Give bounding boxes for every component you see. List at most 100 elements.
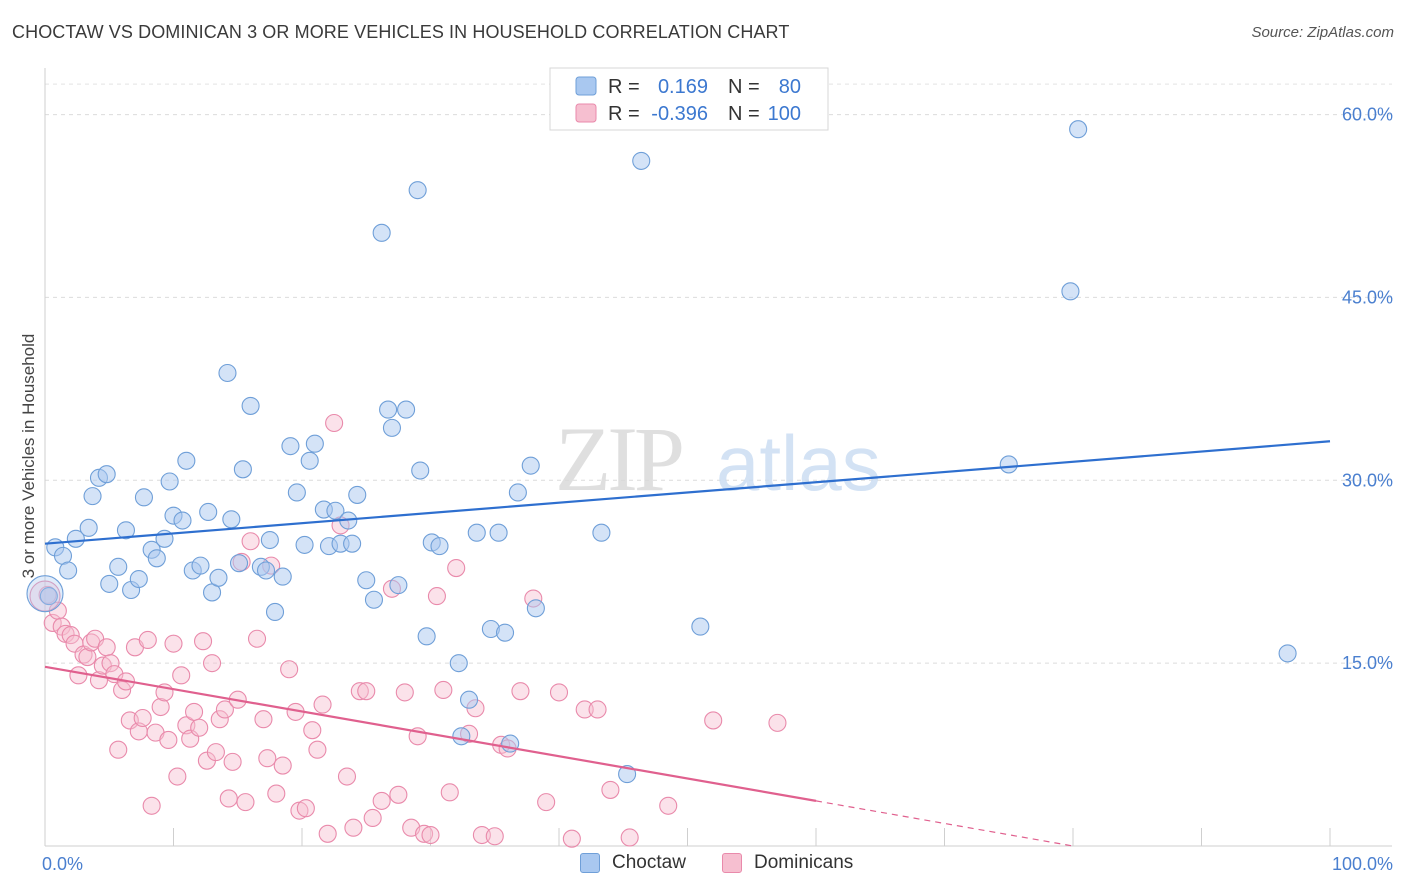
bottom-legend: Choctaw Dominicans xyxy=(0,852,1406,878)
choctaw-point-29 xyxy=(233,460,252,479)
dominicans-point-96 xyxy=(620,828,639,847)
dominicans-point-29 xyxy=(159,730,178,749)
choctaw-point-74 xyxy=(999,455,1018,474)
choctaw-point-54 xyxy=(397,400,416,419)
dominicans-point-47 xyxy=(236,793,255,812)
legend-n-label-2: N = xyxy=(728,103,760,125)
source-label: Source: ZipAtlas.com xyxy=(1251,24,1394,41)
grid xyxy=(45,83,1392,664)
choctaw-point-20 xyxy=(177,451,196,470)
dominicans-point-54 xyxy=(273,756,292,775)
dominicans-point-36 xyxy=(190,718,209,737)
choctaw-point-6 xyxy=(83,487,102,506)
choctaw-point-65 xyxy=(495,623,515,642)
choctaw-point-53 xyxy=(389,576,408,595)
dominicans-point-50 xyxy=(254,710,273,729)
dominicans-point-92 xyxy=(562,829,581,848)
y-tick-labels: 15.0% 30.0% 45.0% 60.0% xyxy=(1342,105,1393,674)
dominicans-point-78 xyxy=(427,587,446,606)
choctaw-point-32 xyxy=(256,561,276,580)
choctaw-point-34 xyxy=(265,602,285,621)
dominicans-point-99 xyxy=(768,713,787,732)
choctaw-point-72 xyxy=(632,151,651,170)
choctaw-point-79 xyxy=(459,690,479,709)
dominicans-point-42 xyxy=(215,700,234,719)
dominicans-point-7 xyxy=(69,666,88,685)
choctaw-swatch xyxy=(580,853,600,873)
dominicans-point-90 xyxy=(537,793,556,812)
choctaw-point-33 xyxy=(260,530,279,550)
dominicans-point-25 xyxy=(142,796,161,815)
dominicans-point-79 xyxy=(434,680,453,700)
watermark-atlas: atlas xyxy=(716,419,881,507)
trend-lines xyxy=(44,440,1331,847)
choctaw-point-9 xyxy=(109,557,128,576)
choctaw-point-5 xyxy=(79,518,98,537)
dominicans-point-80 xyxy=(440,783,459,802)
dominicans-point-30 xyxy=(164,634,183,653)
dominicans-point-97 xyxy=(659,796,678,815)
dominicans-point-60 xyxy=(308,740,327,759)
choctaw-point-59 xyxy=(430,537,449,556)
dominicans-point-84 xyxy=(472,825,491,845)
dominicans-point-70 xyxy=(372,791,391,810)
dominicans-point-76 xyxy=(415,824,434,843)
choctaw-point-0 xyxy=(39,587,58,606)
y-tick-label-2: 45.0% xyxy=(1342,287,1393,307)
choctaw-point-15 xyxy=(147,549,166,568)
choctaw-point-77 xyxy=(1278,644,1297,663)
choctaw-point-35 xyxy=(273,567,292,586)
choctaw-point-67 xyxy=(508,483,527,502)
choctaw-point-73 xyxy=(691,617,710,636)
dominicans-point-81 xyxy=(447,559,466,578)
dominicans-point-66 xyxy=(344,818,363,837)
dominicans-point-77 xyxy=(421,825,440,845)
legend-swatch-choctaw xyxy=(575,76,597,96)
choctaw-point-78 xyxy=(100,574,119,593)
dominicans-point-32 xyxy=(172,666,191,685)
axes xyxy=(44,68,1392,847)
dominicans-point-65 xyxy=(337,767,357,786)
x-tick-label-0: 0.0% xyxy=(42,854,83,874)
dominicans-point-53 xyxy=(267,784,286,803)
choctaw-point-30 xyxy=(241,396,260,415)
legend-r-label-2: R = xyxy=(608,103,640,125)
x-tick-labels: 0.0% 100.0% xyxy=(42,854,1393,874)
y-tick-label-3: 60.0% xyxy=(1342,105,1393,125)
choctaw-point-49 xyxy=(364,590,384,609)
choctaw-point-64 xyxy=(489,523,508,542)
dominicans-point-62 xyxy=(318,824,337,843)
legend-n-value-2: 100 xyxy=(768,103,801,125)
dominicans-point-93 xyxy=(575,700,594,719)
choctaw-point-26 xyxy=(218,363,237,383)
dominicans-point-88 xyxy=(511,682,530,701)
choctaw-point-70 xyxy=(592,523,611,542)
legend-swatch-dominicans xyxy=(575,103,597,123)
bottom-legend-dominicans[interactable]: Dominicans xyxy=(722,852,853,874)
choctaw-points xyxy=(26,120,1297,784)
dominicans-point-41 xyxy=(210,710,229,729)
dominicans-point-17 xyxy=(109,740,128,759)
dominicans-point-61 xyxy=(313,695,332,714)
choctaw-point-48 xyxy=(357,571,376,590)
bottom-legend-choctaw[interactable]: Choctaw xyxy=(580,852,686,874)
choctaw-point-62 xyxy=(467,523,486,542)
choctaw-point-50 xyxy=(372,223,391,242)
dominicans-point-27 xyxy=(151,697,170,717)
bottom-legend-choctaw-label: Choctaw xyxy=(612,852,686,873)
dominicans-point-94 xyxy=(588,700,607,719)
choctaw-point-12 xyxy=(129,569,148,589)
choctaw-point-22 xyxy=(191,556,210,575)
dominicans-trend-line xyxy=(44,665,817,802)
dominicans-point-51 xyxy=(258,749,277,768)
dominicans-swatch xyxy=(722,853,742,873)
choctaw-point-37 xyxy=(287,483,306,502)
choctaw-point-27 xyxy=(222,510,241,529)
dominicans-point-40 xyxy=(206,743,225,762)
choctaw-point-19 xyxy=(173,511,192,530)
choctaw-point-40 xyxy=(305,434,324,453)
choctaw-point-3 xyxy=(59,561,78,580)
y-tick-label-0: 15.0% xyxy=(1342,653,1393,673)
choctaw-point-4 xyxy=(66,529,85,548)
dominicans-point-24 xyxy=(138,630,157,650)
